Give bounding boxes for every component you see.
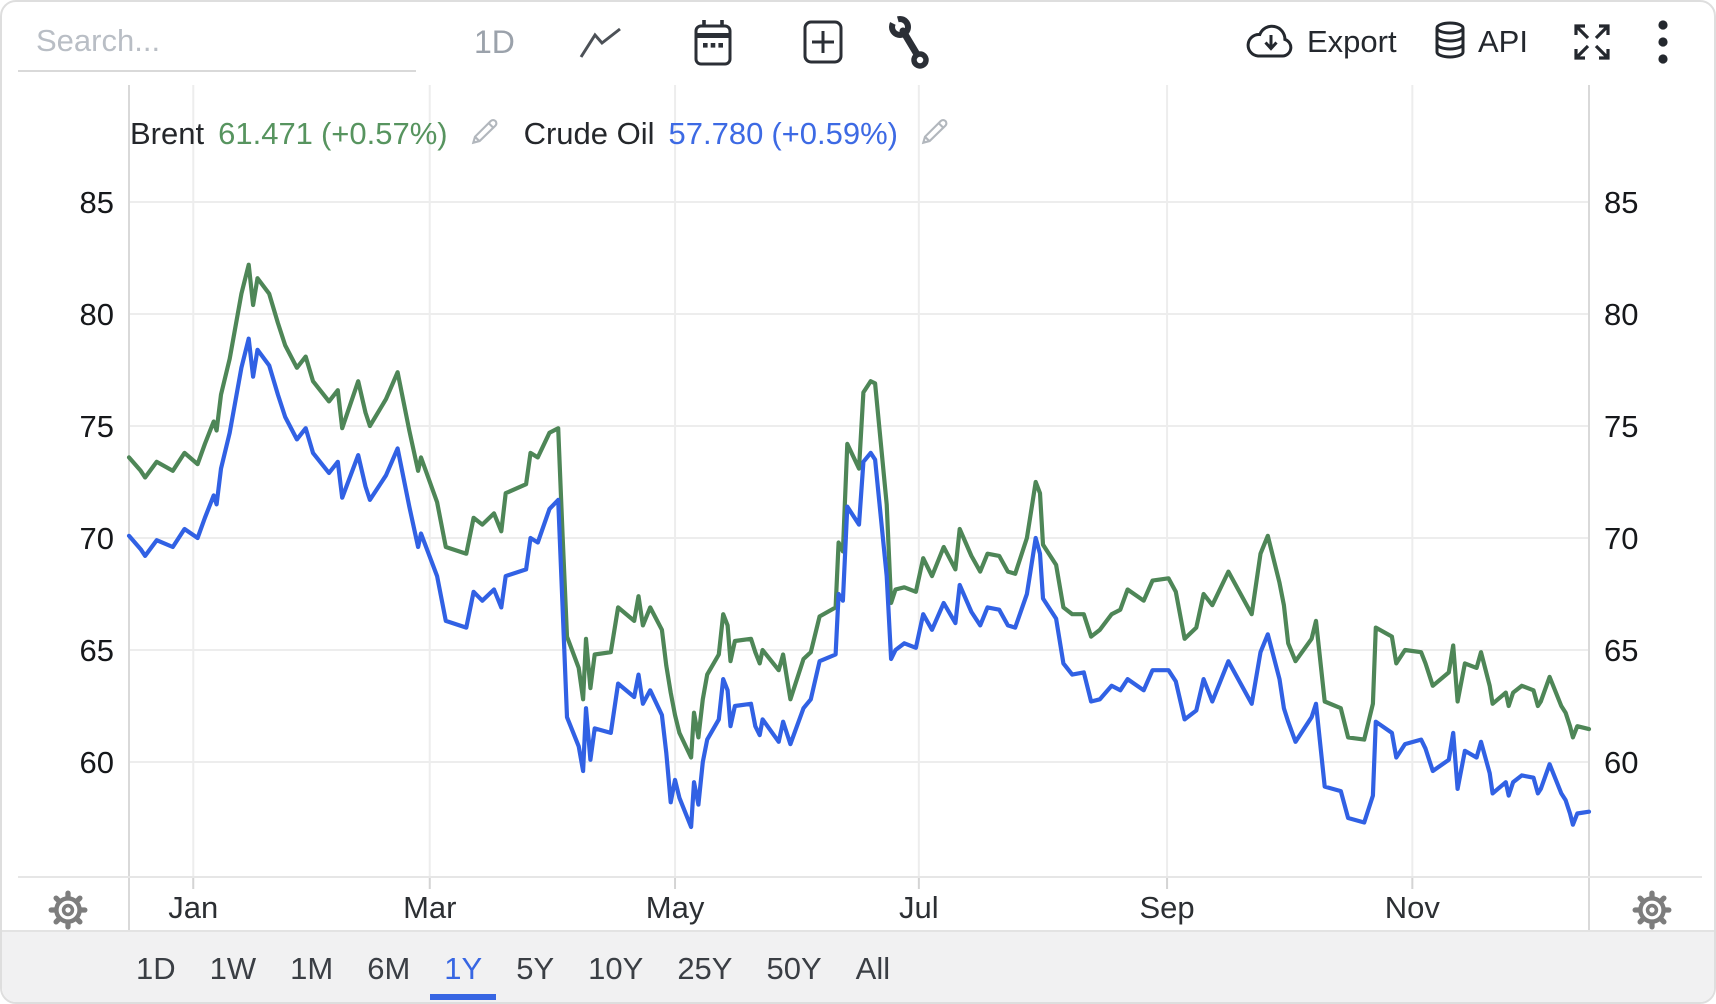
range-tab-6m[interactable]: 6M — [367, 950, 411, 986]
series-2-value: 57.780 — [668, 116, 764, 151]
y-axis-label-right-80: 80 — [1604, 297, 1638, 332]
y-axis-label-left-65: 65 — [80, 633, 114, 668]
search-input[interactable] — [18, 12, 434, 70]
cloud-download-icon — [1246, 24, 1293, 58]
y-axis-label-left-70: 70 — [80, 521, 114, 556]
right-axis-settings-gear-icon[interactable] — [1632, 890, 1672, 930]
y-axis-label-right-85: 85 — [1604, 185, 1638, 220]
fullscreen-icon[interactable] — [1568, 18, 1616, 66]
series-1-value: 61.471 — [218, 116, 313, 151]
add-series-icon[interactable] — [802, 18, 844, 66]
y-axis-label-left-75: 75 — [80, 409, 114, 444]
y-axis-label-left-85: 85 — [80, 185, 114, 220]
api-button[interactable]: API — [1432, 20, 1528, 64]
y-axis-label-left-80: 80 — [80, 297, 114, 332]
database-icon — [1435, 21, 1465, 59]
series-1-change: (+0.57%) — [320, 116, 448, 151]
y-axis-label-right-65: 65 — [1604, 633, 1638, 668]
calendar-icon[interactable] — [692, 18, 734, 68]
x-axis-label-jul: Jul — [899, 890, 939, 925]
toolbar: 1D — [2, 2, 1714, 80]
x-axis-label-sep: Sep — [1139, 890, 1194, 925]
interval-label[interactable]: 1D — [474, 24, 515, 60]
y-axis-label-right-75: 75 — [1604, 409, 1638, 444]
api-label: API — [1478, 24, 1528, 59]
y-axis-label-left-60: 60 — [80, 745, 114, 780]
range-selector-bar: 1D 1W 1M 6M 1Y 5Y 10Y 25Y 50Y All — [2, 930, 1714, 1002]
range-tab-50y[interactable]: 50Y — [766, 950, 822, 986]
y-axis-label-right-60: 60 — [1604, 745, 1638, 780]
x-axis-label-mar: Mar — [403, 890, 456, 925]
crude-oil-series-line[interactable] — [126, 336, 1592, 830]
x-axis-label-may: May — [646, 890, 705, 925]
range-tab-1y[interactable]: 1Y — [430, 950, 497, 1000]
series-2-name: Crude Oil — [523, 116, 655, 151]
line-chart-icon[interactable] — [578, 26, 624, 62]
export-button[interactable]: Export — [1245, 22, 1397, 62]
y-axis-label-right-70: 70 — [1604, 521, 1638, 556]
x-axis-label-jan: Jan — [168, 890, 218, 925]
range-tab-25y[interactable]: 25Y — [677, 950, 733, 986]
range-tab-1w[interactable]: 1W — [209, 950, 257, 986]
edit-series-1-icon[interactable] — [468, 112, 504, 148]
edit-series-2-icon[interactable] — [918, 112, 954, 148]
range-tab-1m[interactable]: 1M — [290, 950, 334, 986]
tools-wrench-icon[interactable] — [886, 14, 934, 70]
export-label: Export — [1307, 24, 1397, 59]
range-tab-1d[interactable]: 1D — [136, 950, 176, 986]
search-box[interactable] — [18, 12, 434, 72]
brent-series-line[interactable] — [126, 262, 1592, 760]
chart-legend: Brent 61.471 (+0.57%) Crude Oil 57.780 (… — [130, 112, 960, 156]
left-axis-settings-gear-icon[interactable] — [48, 890, 88, 930]
range-tab-10y[interactable]: 10Y — [588, 950, 644, 986]
range-tab-5y[interactable]: 5Y — [516, 950, 555, 986]
range-tab-all[interactable]: All — [855, 950, 891, 986]
series-1-name: Brent — [130, 116, 205, 151]
series-2-change: (+0.59%) — [771, 116, 899, 151]
x-axis-label-nov: Nov — [1385, 890, 1441, 925]
kebab-menu-icon[interactable] — [1652, 16, 1674, 70]
